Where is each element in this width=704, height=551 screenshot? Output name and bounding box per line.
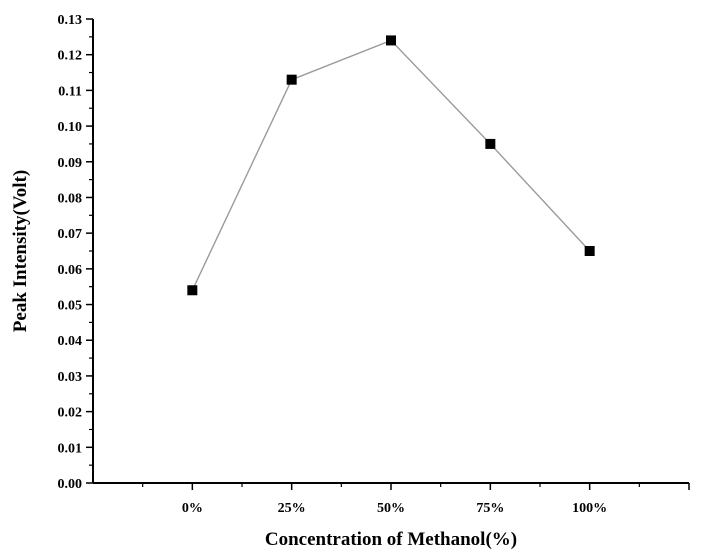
data-point-marker [187,285,198,296]
y-tick-label: 0.10 [58,120,83,135]
data-point-marker [485,138,496,149]
x-axis-ticks: 0% 25% 50% 75% 100% [142,483,690,516]
series-line [191,39,591,291]
y-tick-label: 0.03 [58,370,83,385]
y-axis-ticks: 0.00 0.01 0.02 0.03 0.04 0.05 0.06 0.07 0.08 0.09… [58,13,93,492]
y-tick-label: 0.11 [58,84,82,99]
y-tick-label: 0.09 [58,156,83,171]
y-tick-label: 0.04 [58,334,83,349]
axes [92,19,689,484]
data-point-marker [386,35,396,46]
data-point-marker [286,74,297,85]
x-tick-label: 100% [572,501,607,516]
x-tick-label: 0% [182,501,203,516]
x-tick-label: 25% [278,501,306,516]
series-layer [187,35,595,296]
x-tick-label: 50% [377,501,405,516]
y-tick-label: 0.01 [58,441,83,456]
x-tick-label: 75% [476,501,504,516]
y-tick-label: 0.08 [58,191,83,206]
y-tick-label: 0.00 [58,477,83,492]
x-axis-title: Concentration of Methanol(%) [265,529,517,550]
y-tick-label: 0.06 [58,263,83,278]
y-tick-label: 0.12 [58,49,83,64]
data-point-marker [584,246,595,256]
y-tick-label: 0.05 [58,299,83,314]
y-tick-label: 0.02 [58,406,83,421]
y-tick-label: 0.07 [58,227,83,242]
y-axis-title: Peak Intensity(Volt) [10,170,31,332]
y-tick-label: 0.13 [58,13,83,28]
